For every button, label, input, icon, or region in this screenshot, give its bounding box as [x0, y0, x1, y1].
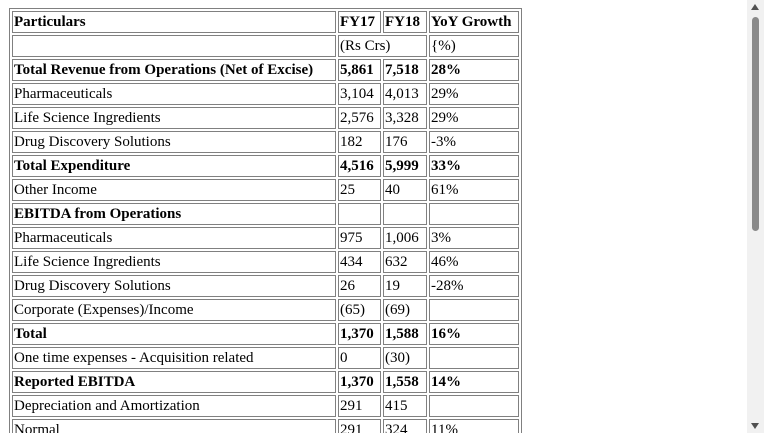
row-fy18-value	[383, 203, 427, 225]
row-fy17-value	[338, 203, 381, 225]
row-fy18-value: 1,588	[383, 323, 427, 345]
table-row: Total 1,370 1,588 16%	[12, 323, 519, 345]
row-fy17-value: 1,370	[338, 371, 381, 393]
row-yoy-value: 61%	[429, 179, 519, 201]
table-row: Drug Discovery Solutions 26 19 -28%	[12, 275, 519, 297]
document-viewport: Particulars FY17 FY18 YoY Growth (Rs Crs…	[9, 8, 522, 433]
row-label: Drug Discovery Solutions	[12, 275, 336, 297]
row-fy17-value: 25	[338, 179, 381, 201]
row-fy17-value: 291	[338, 419, 381, 433]
row-fy18-value: 324	[383, 419, 427, 433]
header-fy18: FY18	[383, 11, 427, 33]
row-fy17-value: (65)	[338, 299, 381, 321]
row-fy18-value: (30)	[383, 347, 427, 369]
row-fy18-value: 176	[383, 131, 427, 153]
table-row: EBITDA from Operations	[12, 203, 519, 225]
row-label: Pharmaceuticals	[12, 83, 336, 105]
row-fy18-value: 40	[383, 179, 427, 201]
financial-table: Particulars FY17 FY18 YoY Growth (Rs Crs…	[9, 8, 522, 433]
row-label: Total	[12, 323, 336, 345]
row-fy17-value: 2,576	[338, 107, 381, 129]
header-yoy-growth: YoY Growth	[429, 11, 519, 33]
row-yoy-value: 14%	[429, 371, 519, 393]
table-row: Normal 291 324 11%	[12, 419, 519, 433]
table-row: Depreciation and Amortization 291 415	[12, 395, 519, 417]
table-units-row: (Rs Crs) {%)	[12, 35, 519, 57]
table-row: Pharmaceuticals 3,104 4,013 29%	[12, 83, 519, 105]
row-yoy-value: -28%	[429, 275, 519, 297]
row-yoy-value: 46%	[429, 251, 519, 273]
header-particulars: Particulars	[12, 11, 336, 33]
row-label: Reported EBITDA	[12, 371, 336, 393]
row-label: One time expenses - Acquisition related	[12, 347, 336, 369]
row-label: Total Expenditure	[12, 155, 336, 177]
growth-unit: {%)	[429, 35, 519, 57]
table-row: Life Science Ingredients 434 632 46%	[12, 251, 519, 273]
row-label: Corporate (Expenses)/Income	[12, 299, 336, 321]
table-row: Other Income 25 40 61%	[12, 179, 519, 201]
table-row: Reported EBITDA 1,370 1,558 14%	[12, 371, 519, 393]
row-fy18-value: 1,006	[383, 227, 427, 249]
row-label: Life Science Ingredients	[12, 251, 336, 273]
financial-table-body: Particulars FY17 FY18 YoY Growth (Rs Crs…	[12, 11, 519, 433]
table-row: Drug Discovery Solutions 182 176 -3%	[12, 131, 519, 153]
table-row: Total Revenue from Operations (Net of Ex…	[12, 59, 519, 81]
row-fy17-value: 975	[338, 227, 381, 249]
row-fy18-value: 3,328	[383, 107, 427, 129]
table-row: Pharmaceuticals 975 1,006 3%	[12, 227, 519, 249]
row-fy17-value: 0	[338, 347, 381, 369]
row-fy18-value: 4,013	[383, 83, 427, 105]
row-fy18-value: (69)	[383, 299, 427, 321]
arrow-down-icon[interactable]	[751, 423, 759, 429]
row-label: Pharmaceuticals	[12, 227, 336, 249]
row-fy18-value: 19	[383, 275, 427, 297]
row-label: EBITDA from Operations	[12, 203, 336, 225]
row-yoy-value: 29%	[429, 107, 519, 129]
row-yoy-value	[429, 347, 519, 369]
row-fy17-value: 434	[338, 251, 381, 273]
row-fy18-value: 632	[383, 251, 427, 273]
row-yoy-value: 3%	[429, 227, 519, 249]
row-fy18-value: 7,518	[383, 59, 427, 81]
row-yoy-value: 29%	[429, 83, 519, 105]
row-yoy-value: 28%	[429, 59, 519, 81]
row-fy17-value: 26	[338, 275, 381, 297]
row-yoy-value: 16%	[429, 323, 519, 345]
table-row: Life Science Ingredients 2,576 3,328 29%	[12, 107, 519, 129]
row-label: Drug Discovery Solutions	[12, 131, 336, 153]
vertical-scrollbar[interactable]	[747, 0, 764, 433]
amount-unit: (Rs Crs)	[338, 35, 427, 57]
row-yoy-value: -3%	[429, 131, 519, 153]
row-fy17-value: 291	[338, 395, 381, 417]
row-fy18-value: 415	[383, 395, 427, 417]
row-label: Normal	[12, 419, 336, 433]
row-label: Total Revenue from Operations (Net of Ex…	[12, 59, 336, 81]
header-fy17: FY17	[338, 11, 381, 33]
row-fy17-value: 1,370	[338, 323, 381, 345]
row-yoy-value: 33%	[429, 155, 519, 177]
row-yoy-value: 11%	[429, 419, 519, 433]
row-fy17-value: 5,861	[338, 59, 381, 81]
row-yoy-value	[429, 203, 519, 225]
row-label: Depreciation and Amortization	[12, 395, 336, 417]
row-fy17-value: 4,516	[338, 155, 381, 177]
table-header-row: Particulars FY17 FY18 YoY Growth	[12, 11, 519, 33]
row-label: Life Science Ingredients	[12, 107, 336, 129]
scrollbar-thumb[interactable]	[752, 17, 759, 231]
row-yoy-value	[429, 395, 519, 417]
row-fy17-value: 3,104	[338, 83, 381, 105]
row-fy17-value: 182	[338, 131, 381, 153]
units-label	[12, 35, 336, 57]
row-label: Other Income	[12, 179, 336, 201]
table-row: Total Expenditure 4,516 5,999 33%	[12, 155, 519, 177]
table-row: Corporate (Expenses)/Income (65) (69)	[12, 299, 519, 321]
row-fy18-value: 5,999	[383, 155, 427, 177]
table-row: One time expenses - Acquisition related 0…	[12, 347, 519, 369]
row-fy18-value: 1,558	[383, 371, 427, 393]
row-yoy-value	[429, 299, 519, 321]
arrow-up-icon[interactable]	[751, 4, 759, 10]
